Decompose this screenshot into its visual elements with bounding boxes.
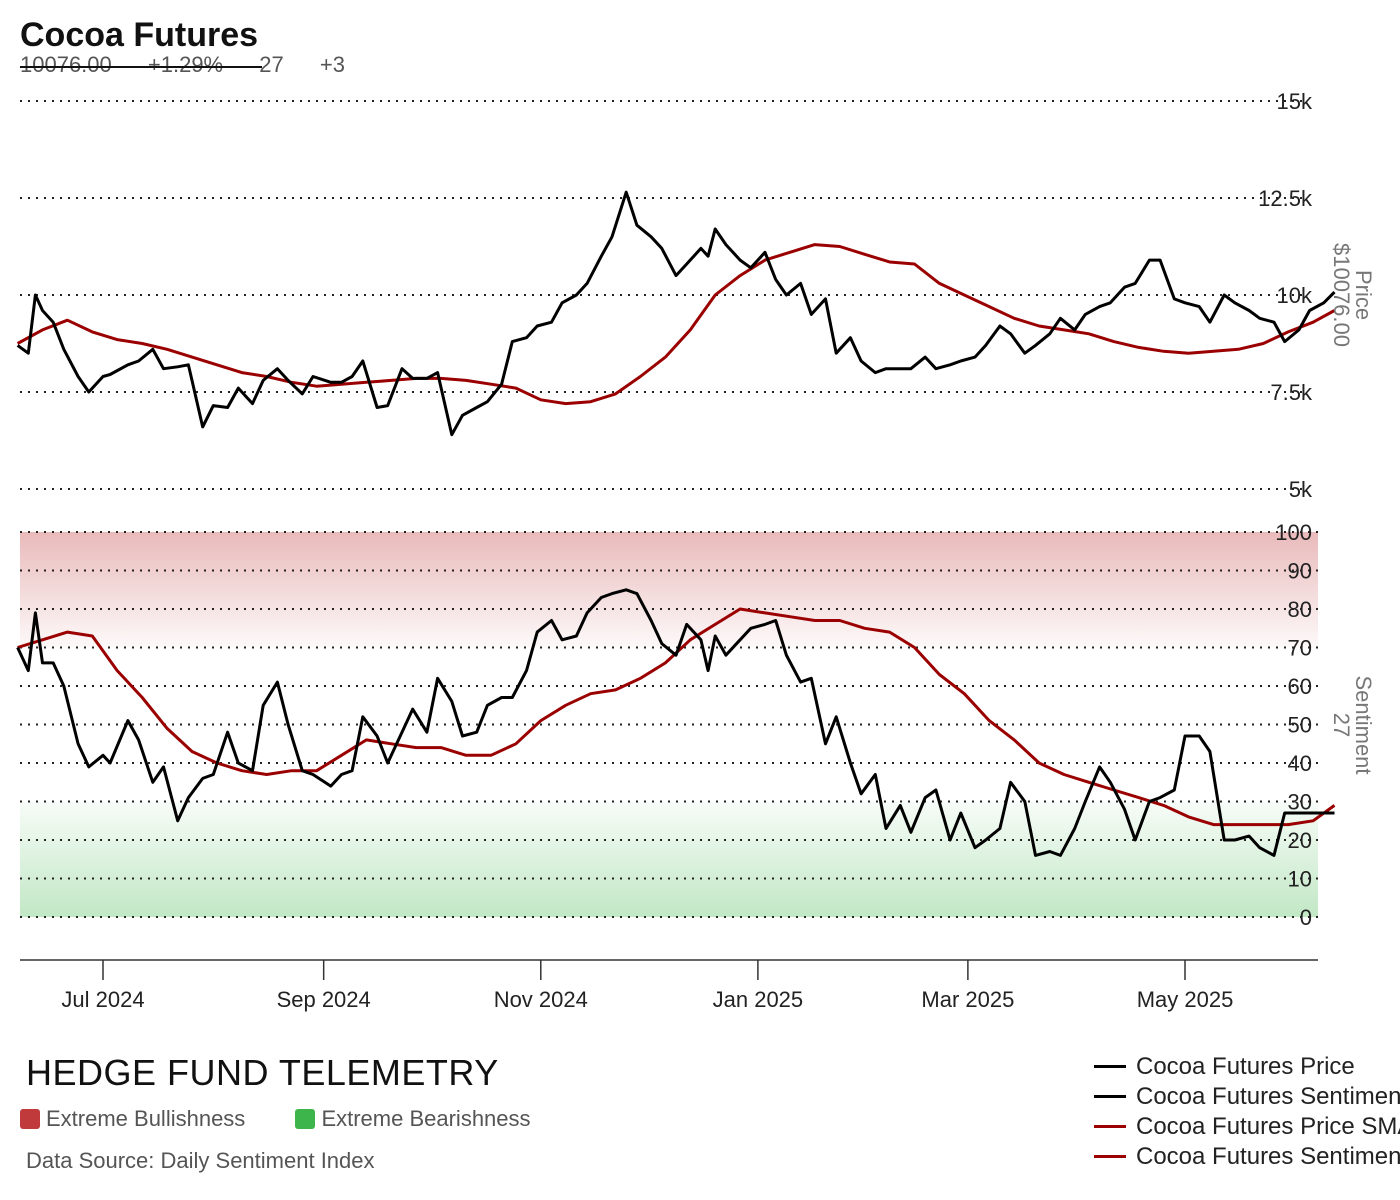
price-line: [16, 190, 1336, 437]
range-legend-bullish: Extreme Bullishness: [20, 1106, 245, 1132]
legend-item[interactable]: Cocoa Futures Sentiment SMA: [1094, 1142, 1400, 1172]
sentiment-tick-label: 90: [1288, 559, 1312, 584]
legend-line: [1094, 1095, 1126, 1098]
legend-line: [1094, 1155, 1126, 1158]
price-tick-label: 10k: [1277, 283, 1313, 308]
price-tick-label: 12.5k: [1258, 186, 1313, 211]
sentiment-tick-label: 40: [1288, 751, 1312, 776]
sentiment-tick-label: 20: [1288, 828, 1312, 853]
legend-label: Cocoa Futures Price: [1136, 1053, 1355, 1080]
x-tick-label: May 2025: [1137, 987, 1234, 1012]
x-tick-label: Jul 2024: [61, 987, 144, 1012]
sentiment-line: [16, 588, 1335, 857]
sentiment-tick-label: 60: [1288, 674, 1312, 699]
extreme-bearishness-band: [20, 801, 1318, 917]
legend-label: Cocoa Futures Sentiment SMA: [1136, 1143, 1400, 1170]
series-legend: Cocoa Futures Price Cocoa Futures Sentim…: [1094, 1052, 1400, 1172]
header-sentiment-change: +3: [319, 52, 345, 77]
header-strike-line: [20, 66, 262, 68]
price-tick-label: 5k: [1289, 477, 1313, 502]
data-source: Data Source: Daily Sentiment Index: [26, 1148, 375, 1173]
x-tick-label: Sep 2024: [277, 987, 371, 1012]
header-price-change: +1.29%: [147, 52, 224, 77]
legend-label: Cocoa Futures Price SMA: [1136, 1113, 1400, 1140]
x-tick-label: Mar 2025: [921, 987, 1014, 1012]
sentiment-tick-label: 100: [1275, 520, 1312, 545]
bullish-swatch: [20, 1109, 40, 1129]
sentiment-tick-label: 70: [1288, 636, 1312, 661]
x-tick-label: Jan 2025: [713, 987, 804, 1012]
price-sma-line: [16, 243, 1336, 406]
bearish-swatch: [295, 1109, 316, 1129]
price-axis-title: Price: [1351, 270, 1376, 320]
legend-item[interactable]: Cocoa Futures Price: [1094, 1052, 1400, 1082]
price-axis-value: $10076.00: [1329, 243, 1354, 347]
price-tick-label: 7.5k: [1270, 380, 1313, 405]
legend-item[interactable]: Cocoa Futures Sentiment: [1094, 1082, 1400, 1112]
sentiment-tick-label: 30: [1288, 790, 1312, 815]
sentiment-tick-label: 10: [1288, 867, 1312, 892]
sentiment-tick-label: 80: [1288, 597, 1312, 622]
range-legend-bearish: Extreme Bearishness: [295, 1106, 531, 1132]
bullish-label: Extreme Bullishness: [46, 1106, 246, 1131]
range-legend: Extreme Bullishness Extreme Bearishness: [20, 1106, 575, 1132]
sentiment-axis-title: Sentiment: [1351, 675, 1376, 774]
x-tick-label: Nov 2024: [494, 987, 588, 1012]
header-stats: 10076.00 +1.29% 27 +3: [20, 52, 375, 78]
sentiment-tick-label: 0: [1300, 905, 1312, 930]
header-price: 10076.00: [20, 52, 112, 77]
bearish-label: Extreme Bearishness: [321, 1106, 531, 1131]
brand-logo-text: HEDGE FUND TELEMETRY: [26, 1052, 499, 1093]
chart-title: Cocoa Futures: [20, 16, 259, 54]
price-tick-label: 15k: [1277, 89, 1313, 114]
legend-line: [1094, 1125, 1126, 1128]
sentiment-tick-label: 50: [1288, 713, 1312, 738]
extreme-bullishness-band: [20, 532, 1318, 648]
legend-item[interactable]: Cocoa Futures Price SMA: [1094, 1112, 1400, 1142]
legend-line: [1094, 1065, 1126, 1068]
header-sentiment: 27: [259, 52, 284, 77]
legend-label: Cocoa Futures Sentiment: [1136, 1083, 1400, 1110]
sentiment-axis-value: 27: [1329, 713, 1354, 737]
